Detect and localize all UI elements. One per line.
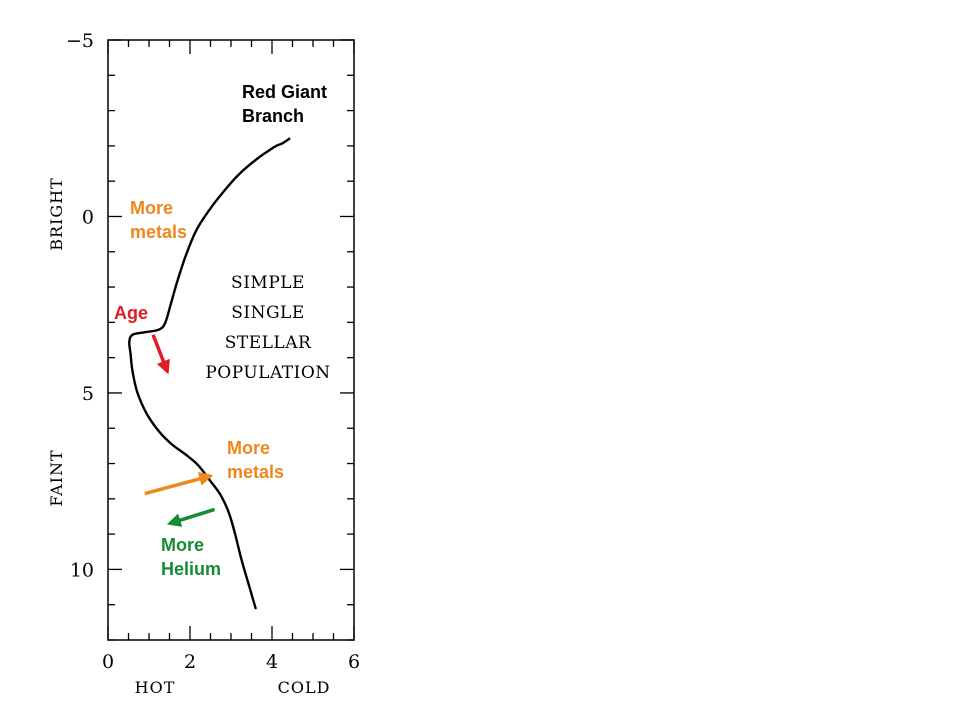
svg-text:Age: Age <box>114 303 148 323</box>
y-tick-label: −5 <box>66 30 94 52</box>
svg-text:More: More <box>161 535 204 555</box>
arrows <box>144 334 216 527</box>
age-arrow <box>151 334 170 375</box>
metals-arrow <box>144 472 214 496</box>
center-text-simple: SIMPLE <box>231 273 305 293</box>
x-axis-label-hot: HOT <box>135 678 176 697</box>
x-tick-label: 2 <box>184 651 196 673</box>
annotation-more-metals-bottom: More metals <box>227 438 284 482</box>
y-tick-label: 10 <box>70 559 94 581</box>
isochrone-curve <box>128 137 291 610</box>
svg-text:metals: metals <box>227 462 284 482</box>
y-axis-label-bright: BRIGHT <box>47 177 66 251</box>
helium-arrow <box>166 507 216 527</box>
tick-labels: 0 2 4 6 −5 0 5 10 <box>66 30 360 673</box>
center-text-single: SINGLE <box>231 303 305 323</box>
svg-text:More: More <box>130 198 173 218</box>
annotation-age: Age <box>114 303 148 323</box>
svg-text:Red Giant: Red Giant <box>242 82 327 102</box>
svg-text:Helium: Helium <box>161 559 221 579</box>
svg-text:Branch: Branch <box>242 106 304 126</box>
x-tick-label: 0 <box>102 651 114 673</box>
svg-text:metals: metals <box>130 222 187 242</box>
y-tick-label: 0 <box>82 206 94 228</box>
annotation-more-metals-top: More metals <box>130 198 187 242</box>
x-axis-label-cold: COLD <box>278 678 331 697</box>
y-tick-label: 5 <box>82 383 94 405</box>
center-text-population: POPULATION <box>205 363 330 383</box>
y-axis-label-faint: FAINT <box>47 449 66 506</box>
tick-marks <box>107 39 355 641</box>
x-tick-label: 6 <box>348 651 360 673</box>
x-tick-label: 4 <box>266 651 278 673</box>
annotation-red-giant-branch: Red Giant Branch <box>242 82 327 126</box>
center-text-stellar: STELLAR <box>225 333 312 353</box>
svg-text:More: More <box>227 438 270 458</box>
annotation-more-helium: More Helium <box>161 535 221 579</box>
